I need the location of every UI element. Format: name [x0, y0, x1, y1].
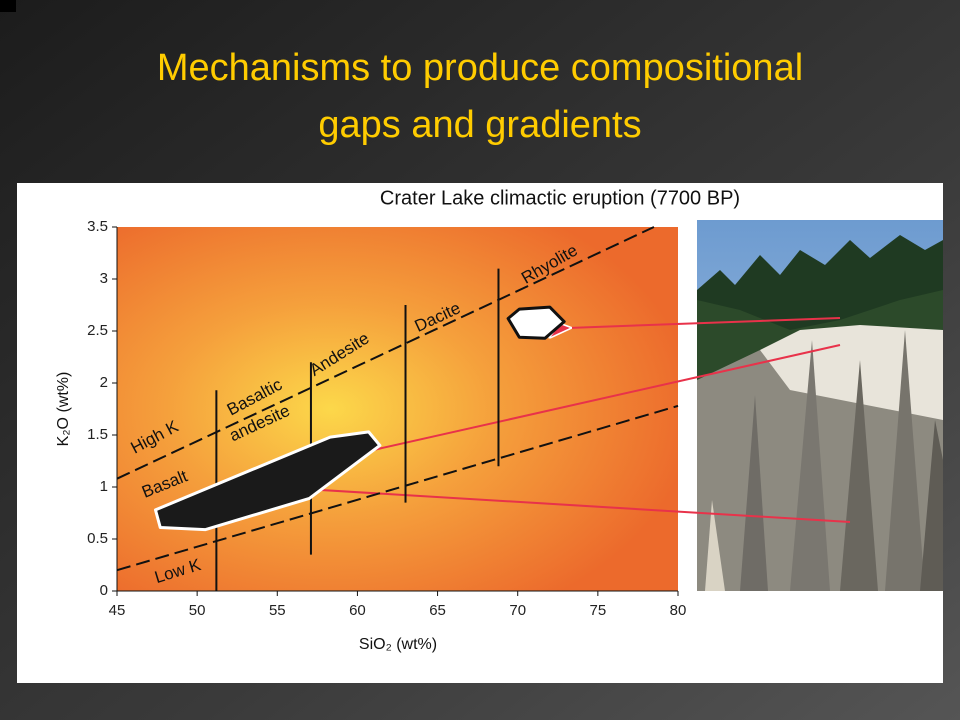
y-tick-label: 2.5 — [87, 322, 108, 339]
x-tick-label: 55 — [269, 602, 286, 619]
y-tick-label: 1.5 — [87, 426, 108, 443]
boundary-dashed — [116, 404, 679, 572]
arrow — [320, 344, 841, 462]
y-tick-label: 0 — [100, 582, 108, 599]
x-tick-label: 65 — [429, 602, 446, 619]
x-tick-label: 50 — [189, 602, 206, 619]
y-axis-label: K₂O (wt%) — [55, 372, 72, 447]
y-tick-label: 0.5 — [87, 530, 108, 547]
x-tick-label: 75 — [590, 602, 607, 619]
corner — [0, 0, 16, 12]
field — [153, 430, 382, 532]
y-tick-label: 1 — [100, 478, 108, 495]
photo — [697, 220, 943, 591]
field — [506, 305, 566, 340]
x-tick-label: 60 — [349, 602, 366, 619]
y-tick-label: 2 — [100, 374, 108, 391]
slide-title: Mechanisms to produce compositional — [157, 47, 803, 89]
chart-title: Crater Lake climactic eruption (7700 BP) — [380, 187, 740, 209]
arrows — [288, 317, 851, 523]
y-tick-label: 3 — [100, 270, 108, 287]
slide-title: gaps and gradients — [318, 104, 641, 146]
x-axis-label: SiO₂ (wt%) — [359, 636, 437, 653]
plot-area — [117, 227, 678, 591]
arrow — [288, 488, 851, 523]
y-tick-label: 3.5 — [87, 218, 108, 235]
x-tick-label: 45 — [109, 602, 126, 619]
arrow — [568, 317, 841, 328]
x-tick-label: 80 — [670, 602, 687, 619]
x-tick-label: 70 — [509, 602, 526, 619]
